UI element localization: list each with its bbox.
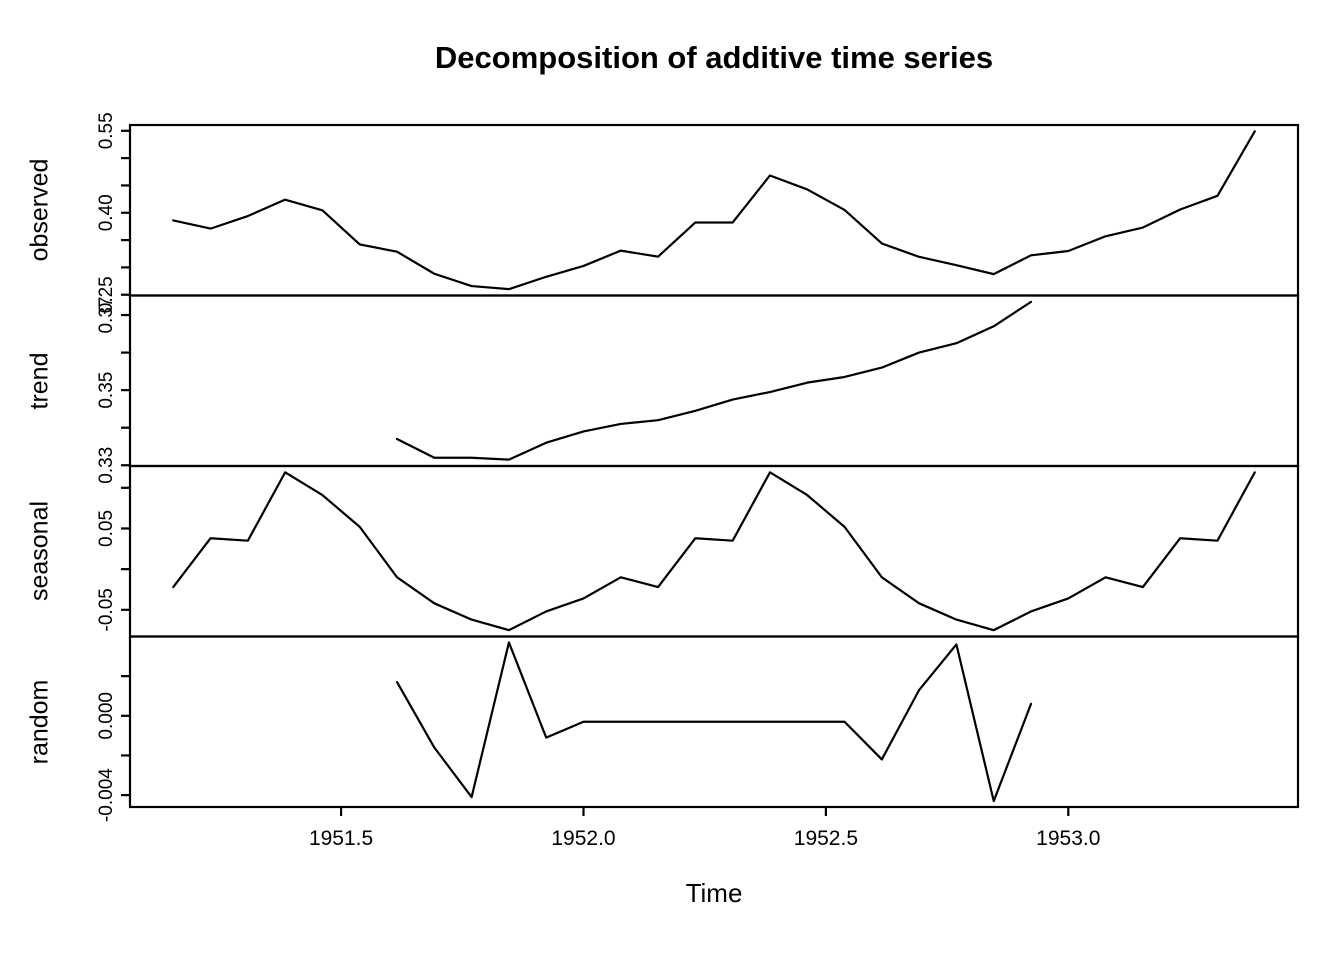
x-axis-title: Time xyxy=(685,878,743,908)
observed-panel-box xyxy=(128,123,1300,297)
random-y-tick-label: -0.004 xyxy=(96,768,117,822)
panel-label-trend: trend xyxy=(25,352,54,410)
observed-y-tick-label: 0.40 xyxy=(96,194,117,231)
trend-y-tick-label: 0.37 xyxy=(96,297,117,334)
observed-y-tick-label: 0.25 xyxy=(96,276,117,313)
panel-label-random: random xyxy=(25,679,54,765)
seasonal-series-line xyxy=(172,471,1256,632)
seasonal-y-tick-label: 0.05 xyxy=(96,510,117,547)
observed-series-line xyxy=(172,130,1256,291)
trend-series-line xyxy=(395,300,1033,461)
x-axis-tick-label: 1951.5 xyxy=(309,827,373,850)
random-panel-box xyxy=(128,635,1300,809)
trend-y-tick-label: 0.35 xyxy=(96,372,117,409)
seasonal-y-tick-label: -0.05 xyxy=(96,588,117,631)
x-axis-tick-label: 1952.0 xyxy=(551,827,615,850)
panel-label-seasonal: seasonal xyxy=(25,501,54,602)
chart-title: Decomposition of additive time series xyxy=(434,40,994,75)
x-axis-tick-label: 1953.0 xyxy=(1036,827,1100,850)
panel-label-observed: observed xyxy=(25,158,54,262)
trend-panel-box xyxy=(128,294,1300,468)
random-y-tick-label: 0.000 xyxy=(96,692,117,740)
x-axis-tick-label: 1952.5 xyxy=(794,827,858,850)
random-series-line xyxy=(395,641,1033,803)
trend-y-tick-label: 0.33 xyxy=(96,447,117,484)
observed-y-tick-label: 0.55 xyxy=(96,112,117,149)
seasonal-panel-box xyxy=(128,464,1300,638)
